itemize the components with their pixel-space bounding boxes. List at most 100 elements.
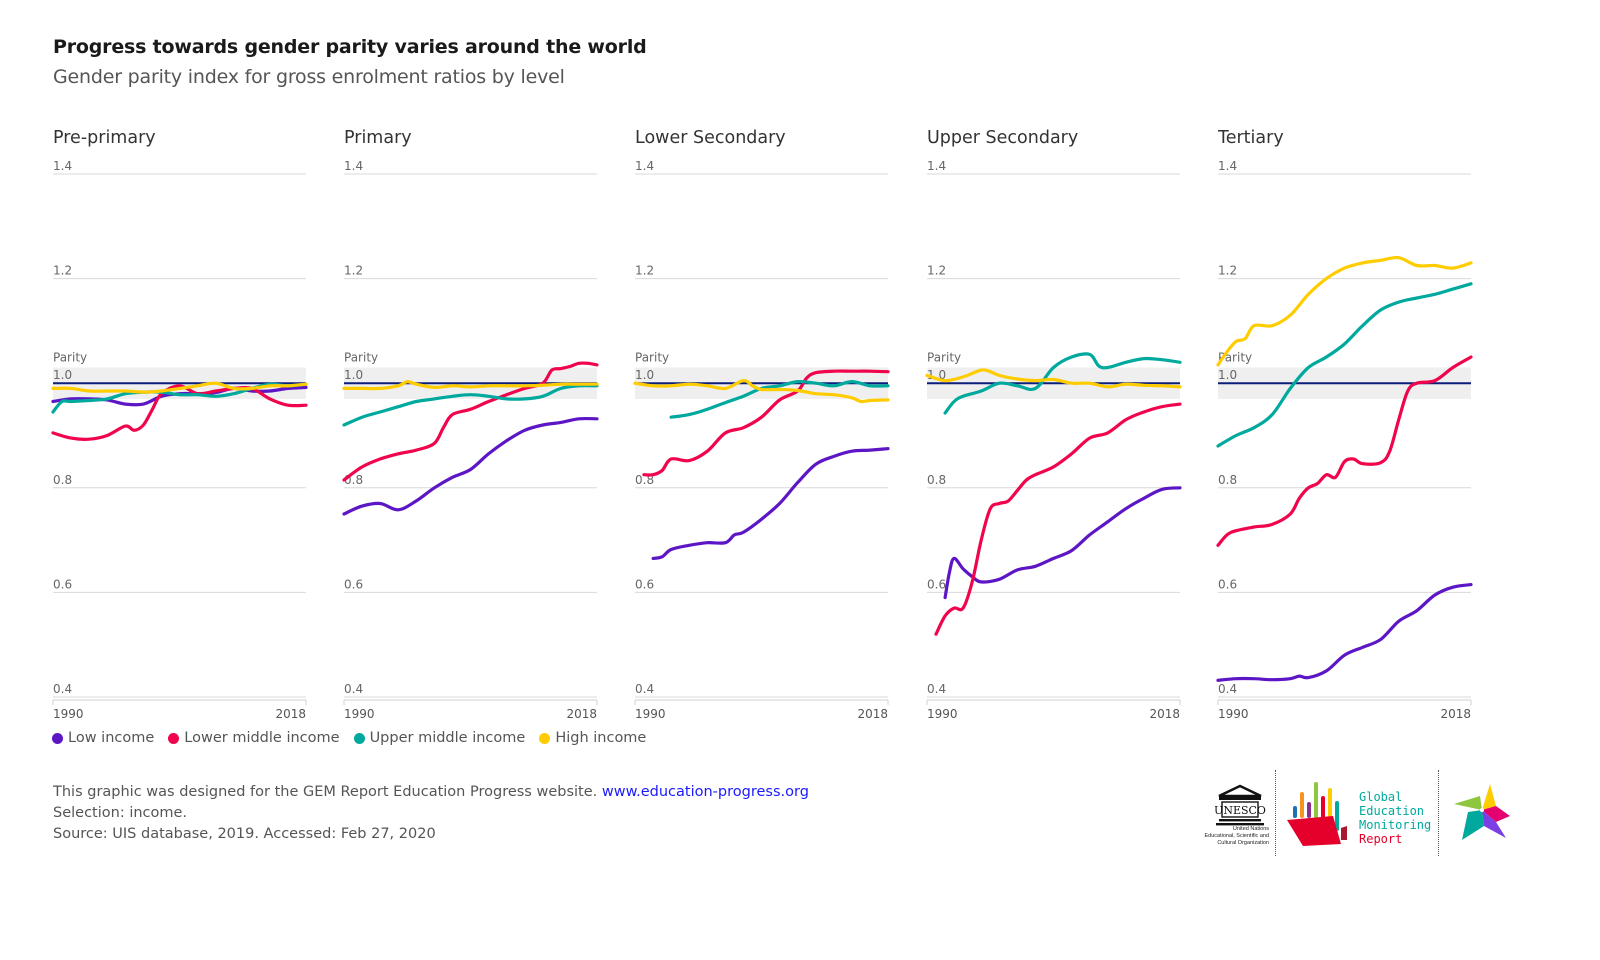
unesco-temple-icon: UNESCO	[1215, 784, 1266, 826]
legend-item-low-income[interactable]: Low income	[52, 730, 154, 746]
gem-wordmark-line: Global	[1359, 790, 1403, 804]
panel-title: Primary	[344, 128, 412, 148]
x-tick-label: 1990	[635, 707, 666, 720]
series-line-lower-middle-income[interactable]	[642, 369, 890, 477]
chart-title: Progress towards gender parity varies ar…	[53, 36, 647, 58]
x-tick-label: 1990	[53, 707, 84, 720]
y-tick-label: 1.2	[344, 264, 363, 278]
legend-dot-icon	[353, 732, 365, 744]
y-tick-label: 1.2	[53, 264, 72, 278]
panel-title: Tertiary	[1217, 128, 1284, 148]
footer-design-note: This graphic was designed for the GEM Re…	[53, 784, 598, 800]
series-line-high-income[interactable]	[633, 378, 890, 404]
gem-report-logo-icon	[1287, 782, 1347, 846]
y-tick-label: 0.4	[635, 682, 654, 696]
legend-item-upper-middle-income[interactable]: Upper middle income	[353, 730, 526, 746]
x-tick-label: 2018	[857, 707, 888, 720]
y-tick-label: 1.4	[1218, 159, 1237, 173]
y-tick-label: 1.2	[1218, 264, 1237, 278]
legend-dot-icon	[52, 732, 63, 744]
y-tick-label: 1.0	[344, 368, 363, 382]
y-tick-label: 1.2	[635, 264, 654, 278]
parity-label: Parity	[927, 351, 961, 365]
series-line-low-income[interactable]	[651, 447, 890, 560]
legend-label: High income	[555, 730, 647, 746]
panel-title: Upper Secondary	[927, 128, 1078, 148]
y-tick-label: 0.6	[1218, 577, 1237, 591]
y-tick-label: 0.6	[927, 577, 946, 591]
unesco-caption-line: Educational, Scientific and	[1204, 833, 1269, 839]
x-tick-label: 2018	[275, 707, 306, 720]
education-progress-star-icon	[1454, 784, 1510, 840]
legend-label: Upper middle income	[369, 730, 526, 746]
education-progress-link[interactable]: www.education-progress.org	[601, 784, 809, 800]
small-multiples-charts: Pre-primary Parity 1.4 1.2 1.0 0.8 0.6 0.4 1990 2…	[51, 128, 1473, 720]
footer-source: Source: UIS database, 2019. Accessed: Fe…	[53, 826, 436, 842]
y-tick-label: 0.6	[344, 577, 363, 591]
series-line-upper-middle-income[interactable]	[1216, 282, 1473, 448]
series-line-upper-middle-income[interactable]	[342, 384, 599, 427]
series-line-high-income[interactable]	[1216, 255, 1473, 367]
series-line-low-income[interactable]	[342, 416, 599, 516]
y-tick-label: 0.8	[1218, 473, 1237, 487]
series-line-lower-middle-income[interactable]	[1216, 355, 1473, 547]
series-line-high-income[interactable]	[925, 368, 1182, 389]
series-line-lower-middle-income[interactable]	[342, 361, 599, 482]
y-tick-label: 0.4	[344, 682, 363, 696]
x-tick-label: 1990	[344, 707, 375, 720]
legend-item-lower-middle-income[interactable]: Lower middle income	[168, 730, 340, 746]
legend-dot-icon	[168, 732, 180, 744]
y-tick-label: 0.4	[53, 682, 72, 696]
legend: Low income Lower middle income Upper mid…	[52, 730, 646, 746]
series-line-high-income[interactable]	[342, 379, 599, 391]
unesco-caption: United Nations Educational, Scientific a…	[1185, 826, 1269, 847]
legend-item-high-income[interactable]: High income	[539, 730, 646, 746]
y-tick-label: 1.4	[53, 159, 72, 173]
gem-wordmark-line: Education	[1359, 804, 1425, 818]
legend-label: Lower middle income	[184, 730, 340, 746]
series-line-lower-middle-income[interactable]	[934, 402, 1182, 636]
logo-separator	[1438, 770, 1439, 856]
y-tick-label: 1.0	[53, 368, 72, 382]
series-line-upper-middle-income[interactable]	[943, 352, 1182, 415]
series-line-high-income[interactable]	[51, 381, 308, 394]
parity-label: Parity	[635, 351, 669, 365]
y-tick-label: 0.8	[927, 473, 946, 487]
x-tick-label: 1990	[1218, 707, 1249, 720]
y-tick-label: 1.0	[1218, 368, 1237, 382]
gem-report-wordmark: Global Education Monitoring Report	[1359, 790, 1431, 846]
x-tick-label: 2018	[566, 707, 597, 720]
footer-notes: This graphic was designed for the GEM Re…	[53, 782, 809, 845]
y-tick-label: 0.4	[1218, 682, 1237, 696]
parity-label: Parity	[344, 351, 378, 365]
gem-wordmark-line: Monitoring	[1359, 818, 1432, 832]
series-line-low-income[interactable]	[943, 486, 1182, 600]
unesco-caption-line: Cultural Organization	[1217, 840, 1269, 846]
unesco-caption-line: United Nations	[1232, 826, 1269, 832]
y-tick-label: 0.8	[53, 473, 72, 487]
series-line-upper-middle-income[interactable]	[669, 379, 890, 419]
x-tick-label: 1990	[927, 707, 958, 720]
y-tick-label: 1.0	[635, 368, 654, 382]
x-tick-label: 2018	[1440, 707, 1471, 720]
logo-separator	[1275, 770, 1276, 856]
footer-selection: Selection: income.	[53, 805, 188, 821]
legend-label: Low income	[68, 730, 155, 746]
panel-title: Pre-primary	[53, 128, 156, 148]
y-tick-label: 1.4	[927, 159, 946, 173]
panel-title: Lower Secondary	[635, 128, 786, 148]
y-tick-label: 1.4	[344, 159, 363, 173]
logos: UNESCO United Nations Educational, Scien…	[1185, 770, 1525, 860]
y-tick-label: 1.2	[927, 264, 946, 278]
footer-line-1: This graphic was designed for the GEM Re…	[53, 782, 809, 803]
x-tick-label: 2018	[1149, 707, 1180, 720]
y-tick-label: 0.4	[927, 682, 946, 696]
y-tick-label: 1.4	[635, 159, 654, 173]
y-tick-label: 0.6	[53, 577, 72, 591]
series-line-low-income[interactable]	[1216, 583, 1473, 682]
unesco-mark: UNESCO	[1215, 804, 1266, 817]
gem-wordmark-line: Report	[1359, 832, 1403, 846]
legend-dot-icon	[539, 732, 551, 744]
y-tick-label: 0.6	[635, 577, 654, 591]
chart-subtitle: Gender parity index for gross enrolment …	[53, 66, 565, 88]
